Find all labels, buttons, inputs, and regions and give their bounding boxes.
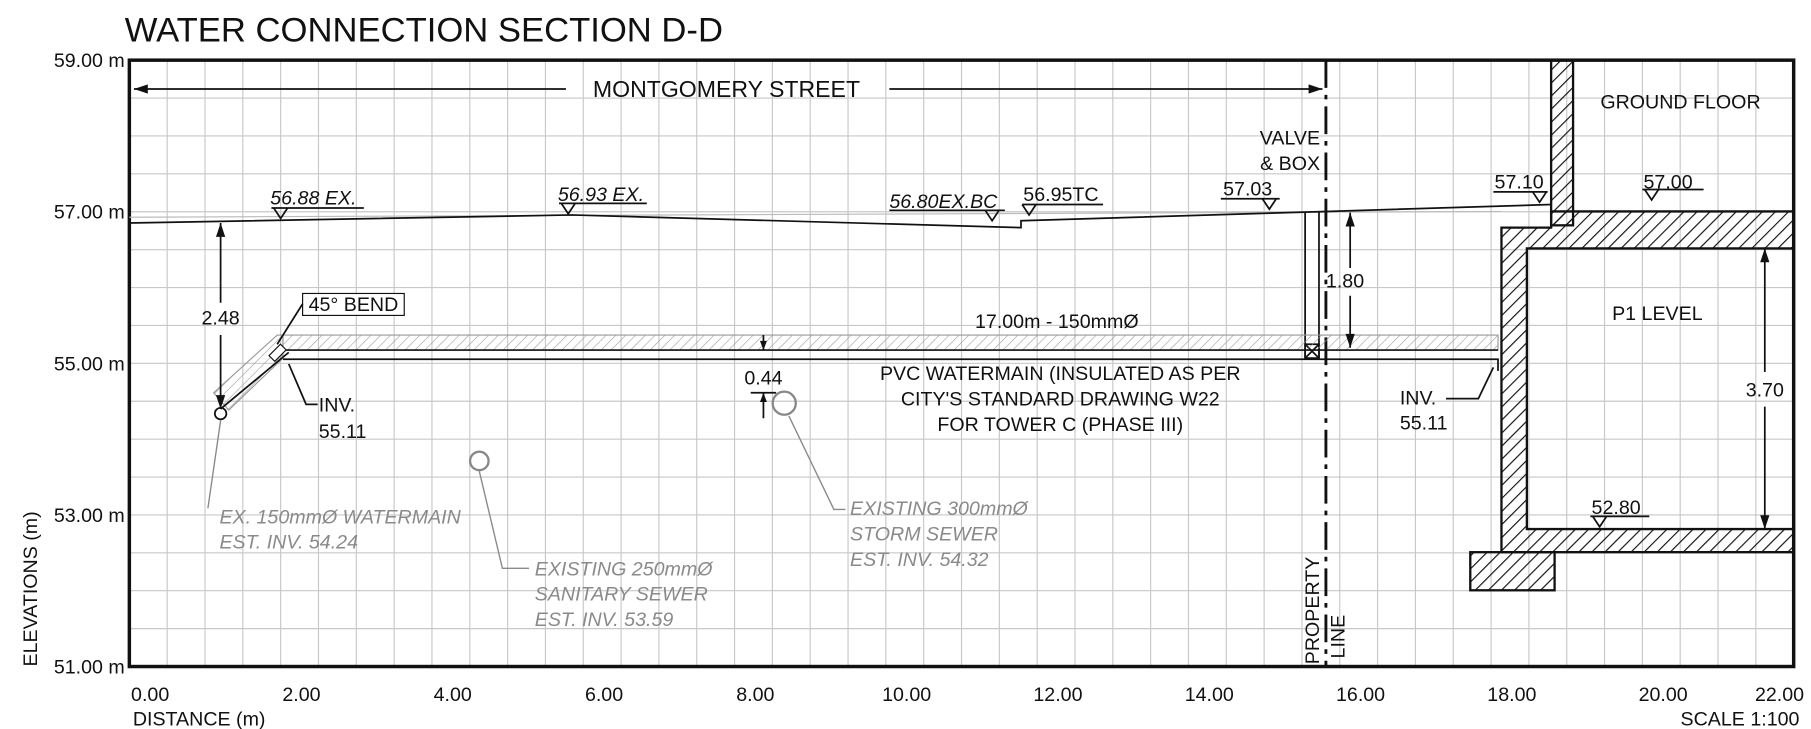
x-tick-label: 20.00 [1639,684,1688,706]
x-label: DISTANCE (m) [133,708,266,729]
line: LINE [1327,615,1349,659]
leader [207,420,222,509]
pvc-note: PVC WATERMAIN (INSULATED AS PER [880,363,1241,385]
x-tick-label: 8.00 [736,684,774,706]
y-tick-label: 57.00 m [54,202,125,224]
sanitary-label: SANITARY SEWER [535,584,708,606]
dimension: 1.80 [1326,271,1364,293]
elevation: 56.80EX.BC [889,191,998,213]
wall [1549,59,1575,227]
bend-fitting [268,343,287,363]
bend-leader [276,303,304,345]
sanitary-label: EXISTING 250mmØ [535,558,714,580]
x-tick-label: 4.00 [434,684,472,706]
elevation: 57.10 [1495,171,1544,193]
bend-insulation [212,334,284,411]
bend: 45° BEND [309,294,399,316]
y-tick-label: 59.00 m [54,50,125,72]
ground-floor: GROUND FLOOR [1600,92,1760,114]
sanitary-inv: EST. INV. 53.59 [535,609,674,631]
inv-value: 55.11 [1400,413,1448,435]
x-tick-label: 0.00 [131,684,169,706]
inv-leader [287,363,318,406]
y-tick-label: 51.00 m [54,656,125,678]
pipe-size: 17.00m - 150mmØ [975,311,1139,333]
x-tick-label: 14.00 [1185,684,1234,706]
dimension: 3.70 [1746,379,1784,401]
grid [129,60,1794,667]
ground-line [129,203,1552,229]
dimension: 0.44 [744,368,782,390]
property: PROPERTY [1302,557,1324,665]
inv: INV. [319,394,355,416]
title: WATER CONNECTION SECTION D-D [125,12,723,50]
elev-markers [271,188,1704,529]
storm-inv: EST. INV. 54.32 [850,549,989,571]
ex-watermain-label: EX. 150mmØ WATERMAIN [219,506,461,528]
x-tick-label: 12.00 [1033,684,1082,706]
inv-value: 55.11 [319,421,367,443]
x-tick-label: 2.00 [282,684,320,706]
y-label: ELEVATIONS (m) [20,511,42,666]
dimension: 2.48 [201,308,239,330]
x-tick-label: 10.00 [882,684,931,706]
storm-pipe [771,390,797,416]
pvc-note: FOR TOWER C (PHASE III) [937,414,1183,436]
x-tick-label: 18.00 [1487,684,1536,706]
footing [1469,551,1556,592]
elevation: 52.80 [1592,497,1641,519]
insulation [282,334,1499,351]
p1-level: P1 LEVEL [1612,303,1703,325]
elevation: 57.03 [1223,178,1272,200]
x-tick-label: 16.00 [1336,684,1385,706]
x-tick-label: 6.00 [585,684,623,706]
scale: SCALE 1:100 [1681,708,1800,729]
x-tick-label: 22.00 [1755,684,1804,706]
storm-label: STORM SEWER [850,524,998,546]
inv: INV. [1400,387,1436,409]
valve: VALVE [1260,127,1320,149]
ex-watermain-inv: EST. INV. 54.24 [219,532,358,554]
y-tick-label: 53.00 m [54,505,125,527]
bend-pipe [220,351,290,410]
box: & BOX [1260,153,1320,175]
ex-watermain [213,406,228,421]
elevation: 57.00 [1644,171,1693,193]
elevation: 56.93 EX. [558,184,644,206]
street: MONTGOMERY STREET [593,76,860,102]
foundation [1500,210,1795,554]
watermain [282,349,1499,371]
leader [478,471,529,570]
elevation: 56.88 EX. [270,188,356,210]
pvc-note: CITY'S STANDARD DRAWING W22 [901,389,1220,411]
leader [788,415,846,511]
inv-leader [1446,367,1495,400]
sanitary-pipe [468,450,490,472]
frame [127,58,1796,669]
storm-label: EXISTING 300mmØ [850,498,1029,520]
elevation: 56.95TC [1023,184,1098,206]
y-tick-label: 55.00 m [54,353,125,375]
